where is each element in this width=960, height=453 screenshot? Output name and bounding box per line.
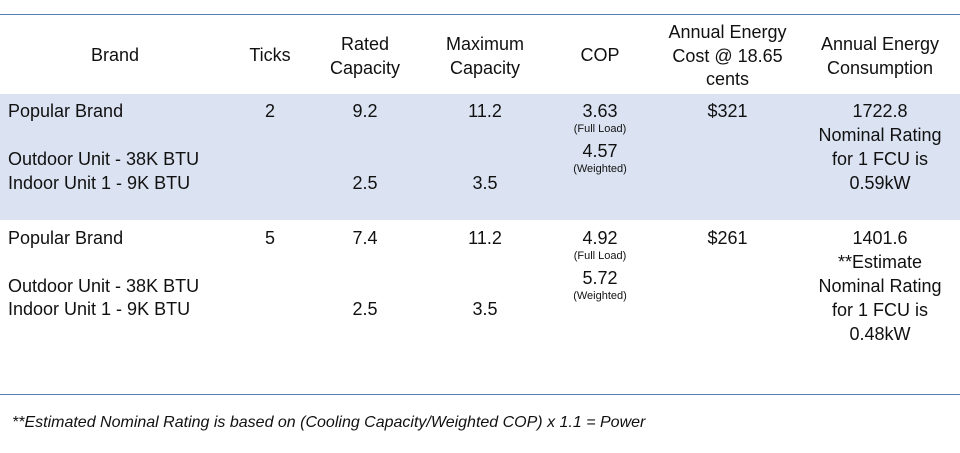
header-brand: Brand <box>90 45 140 65</box>
row2-max-outdoor: 11.2 <box>468 228 502 248</box>
row2-consumption-line2: **Estimate <box>837 252 923 272</box>
row1-consumption-line4: 0.59kW <box>849 173 911 193</box>
row2-brand: Popular Brand <box>8 228 124 248</box>
header-max-line2: Capacity <box>449 58 521 78</box>
header-cost-line2: Cost @ 18.65 <box>672 46 783 66</box>
row1-indoor-unit: Indoor Unit 1 - 9K BTU <box>8 173 191 193</box>
header-rated-line1: Rated <box>340 34 390 54</box>
row2-max-indoor: 3.5 <box>472 299 498 319</box>
row1-ticks: 2 <box>264 101 275 121</box>
header-ticks: Ticks <box>249 45 291 65</box>
row2-rated-outdoor: 7.4 <box>352 228 378 248</box>
row1-consumption-line2: Nominal Rating <box>818 125 942 145</box>
footnote: **Estimated Nominal Rating is based on (… <box>12 414 646 431</box>
row2-ticks: 5 <box>264 228 275 248</box>
row2-consumption-line5: 0.48kW <box>849 324 911 344</box>
row1-brand: Popular Brand <box>8 101 124 121</box>
header-consumption-line1: Annual Energy <box>820 34 940 54</box>
table-top-rule <box>0 14 960 15</box>
row2-consumption-line1: 1401.6 <box>852 228 908 248</box>
header-cop: COP <box>580 45 620 65</box>
row2-indoor-unit: Indoor Unit 1 - 9K BTU <box>8 299 191 319</box>
row1-consumption-line1: 1722.8 <box>852 101 908 121</box>
row2-cop-weighted: 5.72 <box>582 268 618 288</box>
row2-consumption-line4: for 1 FCU is <box>831 300 928 320</box>
row1-max-indoor: 3.5 <box>472 173 498 193</box>
row1-outdoor-unit: Outdoor Unit - 38K BTU <box>8 149 200 169</box>
row1-consumption-line3: for 1 FCU is <box>831 149 928 169</box>
table-row-2-background <box>0 220 960 394</box>
row2-cost: $261 <box>707 228 748 248</box>
row1-cop-weighted-label: (Weighted) <box>573 163 627 175</box>
header-cost-line1: Annual Energy <box>668 22 787 42</box>
header-rated-line2: Capacity <box>329 58 401 78</box>
row1-rated-indoor: 2.5 <box>352 173 378 193</box>
table-bottom-rule <box>0 394 960 395</box>
row1-max-outdoor: 11.2 <box>468 101 502 121</box>
row2-cop-weighted-label: (Weighted) <box>573 290 627 302</box>
row1-cop-full: 3.63 <box>582 101 618 121</box>
header-max-line1: Maximum <box>445 34 524 54</box>
row1-cost: $321 <box>707 101 748 121</box>
table-row-1-background <box>0 94 960 220</box>
row2-cop-full: 4.92 <box>582 228 618 248</box>
row2-outdoor-unit: Outdoor Unit - 38K BTU <box>8 276 200 296</box>
row2-rated-indoor: 2.5 <box>352 299 378 319</box>
header-consumption-line2: Consumption <box>826 58 934 78</box>
row1-rated-outdoor: 9.2 <box>352 101 378 121</box>
header-cost-line3: cents <box>705 69 750 89</box>
row1-cop-full-label: (Full Load) <box>573 123 627 135</box>
row2-cop-full-label: (Full Load) <box>573 250 627 262</box>
row2-consumption-line3: Nominal Rating <box>818 276 942 296</box>
row1-cop-weighted: 4.57 <box>582 141 618 161</box>
